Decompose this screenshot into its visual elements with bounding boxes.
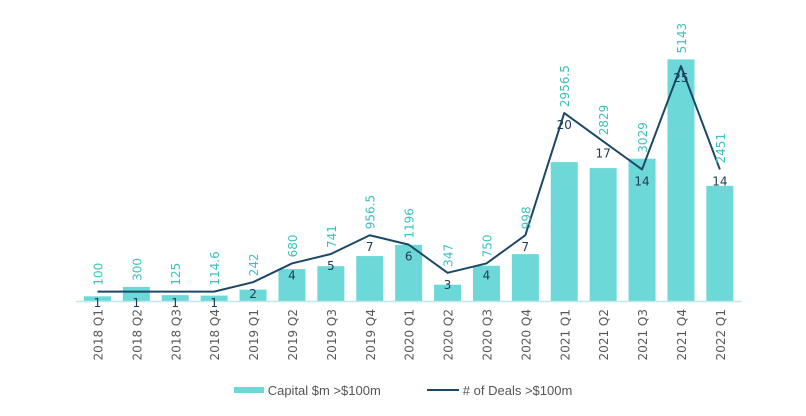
deals-line xyxy=(97,65,721,293)
x-tick-label: 2021 Q1 xyxy=(558,309,572,360)
bar-2020-q3 xyxy=(472,265,500,301)
bar-2018-q1 xyxy=(83,296,111,301)
bar-2020-q4 xyxy=(511,254,539,301)
capital-label: 125 xyxy=(169,263,183,286)
bar-2020-q1 xyxy=(395,244,423,301)
x-tick-label: 2018 Q1 xyxy=(91,309,105,360)
x-tick-label: 2018 Q4 xyxy=(208,309,222,360)
x-tick-label: 2020 Q4 xyxy=(519,309,533,360)
bar-2021-q4 xyxy=(667,59,695,301)
deals-line-group xyxy=(97,65,721,293)
x-tick-label: 2021 Q4 xyxy=(675,309,689,360)
capital-label: 750 xyxy=(480,235,494,258)
bar-2020-q2 xyxy=(434,284,462,301)
capital-label: 680 xyxy=(286,235,300,258)
capital-label: 741 xyxy=(325,225,339,248)
capital-label: 998 xyxy=(519,206,533,229)
x-tick-label: 2018 Q2 xyxy=(130,309,144,360)
deal-count-label: 5 xyxy=(327,259,335,273)
deal-count-label: 1 xyxy=(133,296,141,310)
bar-2019-q4 xyxy=(356,256,384,301)
capital-label: 956.5 xyxy=(364,195,378,229)
bar-2018-q2 xyxy=(122,286,150,301)
capital-labels-group: 100 300 125 114.6 242 680 741 956.5 1196 347 750 99… xyxy=(91,23,727,286)
bar-2019-q2 xyxy=(278,269,306,301)
x-tick-label: 2021 Q2 xyxy=(597,309,611,360)
x-tick-label: 2019 Q2 xyxy=(286,309,300,360)
capital-label: 242 xyxy=(247,253,261,276)
deal-count-label: 7 xyxy=(366,240,374,254)
bar-2019-q3 xyxy=(317,266,345,301)
x-tick-label: 2021 Q3 xyxy=(636,309,650,360)
x-tick-label: 2020 Q1 xyxy=(403,309,417,360)
bars-group xyxy=(83,59,734,301)
legend-swatch-deals xyxy=(426,389,459,391)
bar-2021-q3 xyxy=(628,158,656,301)
deal-count-label: 7 xyxy=(522,240,530,254)
x-tick-label: 2020 Q2 xyxy=(442,309,456,360)
x-tick-label: 2018 Q3 xyxy=(169,309,183,360)
capital-label: 300 xyxy=(130,258,144,281)
legend-label-deals: # of Deals >$100m xyxy=(462,382,573,398)
x-tick-labels-group: 2018 Q1 2018 Q2 2018 Q3 2018 Q4 2019 Q1 2019 … xyxy=(91,309,727,360)
capital-label: 2956.5 xyxy=(558,65,572,107)
deal-count-label: 14 xyxy=(712,174,727,188)
x-tick-label: 2019 Q4 xyxy=(364,309,378,360)
capital-label: 347 xyxy=(442,244,456,267)
bar-2022-q1 xyxy=(706,185,734,301)
bar-2018-q4 xyxy=(200,295,228,301)
legend: Capital $m >$100m # of Deals >$100m xyxy=(0,378,806,402)
deal-count-label: 25 xyxy=(673,71,688,85)
deal-count-label: 6 xyxy=(405,250,413,264)
capital-label: 114.6 xyxy=(208,251,222,285)
x-tick-label: 2022 Q1 xyxy=(714,309,728,360)
deal-count-label: 4 xyxy=(483,268,491,282)
deal-count-label: 1 xyxy=(210,296,218,310)
legend-item-capital[interactable]: Capital $m >$100m xyxy=(233,382,381,398)
capital-label: 100 xyxy=(91,263,105,286)
x-tick-label: 2020 Q3 xyxy=(480,309,494,360)
x-tick-label: 2019 Q1 xyxy=(247,309,261,360)
deal-count-label: 1 xyxy=(94,296,102,310)
deal-count-label: 20 xyxy=(557,118,572,132)
capital-label: 2829 xyxy=(597,105,611,136)
deal-count-label: 4 xyxy=(288,268,296,282)
deal-count-label: 2 xyxy=(249,287,257,301)
capital-label: 2451 xyxy=(714,133,728,164)
x-tick-label: 2019 Q3 xyxy=(325,309,339,360)
legend-item-deals[interactable]: # of Deals >$100m xyxy=(426,382,573,398)
bar-2021-q1 xyxy=(550,162,578,301)
bar-2021-q2 xyxy=(589,168,617,301)
deal-count-label: 14 xyxy=(634,174,649,188)
capital-label: 1196 xyxy=(403,208,417,239)
bar-2018-q3 xyxy=(161,295,189,301)
legend-label-capital: Capital $m >$100m xyxy=(267,382,381,398)
capital-label: 3029 xyxy=(636,122,650,153)
bar-2019-q1 xyxy=(239,289,267,301)
capital-label: 5143 xyxy=(675,23,689,54)
legend-swatch-capital xyxy=(233,387,264,393)
deal-count-label: 3 xyxy=(444,278,452,292)
deal-count-label: 1 xyxy=(171,296,179,310)
deal-count-label: 17 xyxy=(596,146,611,160)
